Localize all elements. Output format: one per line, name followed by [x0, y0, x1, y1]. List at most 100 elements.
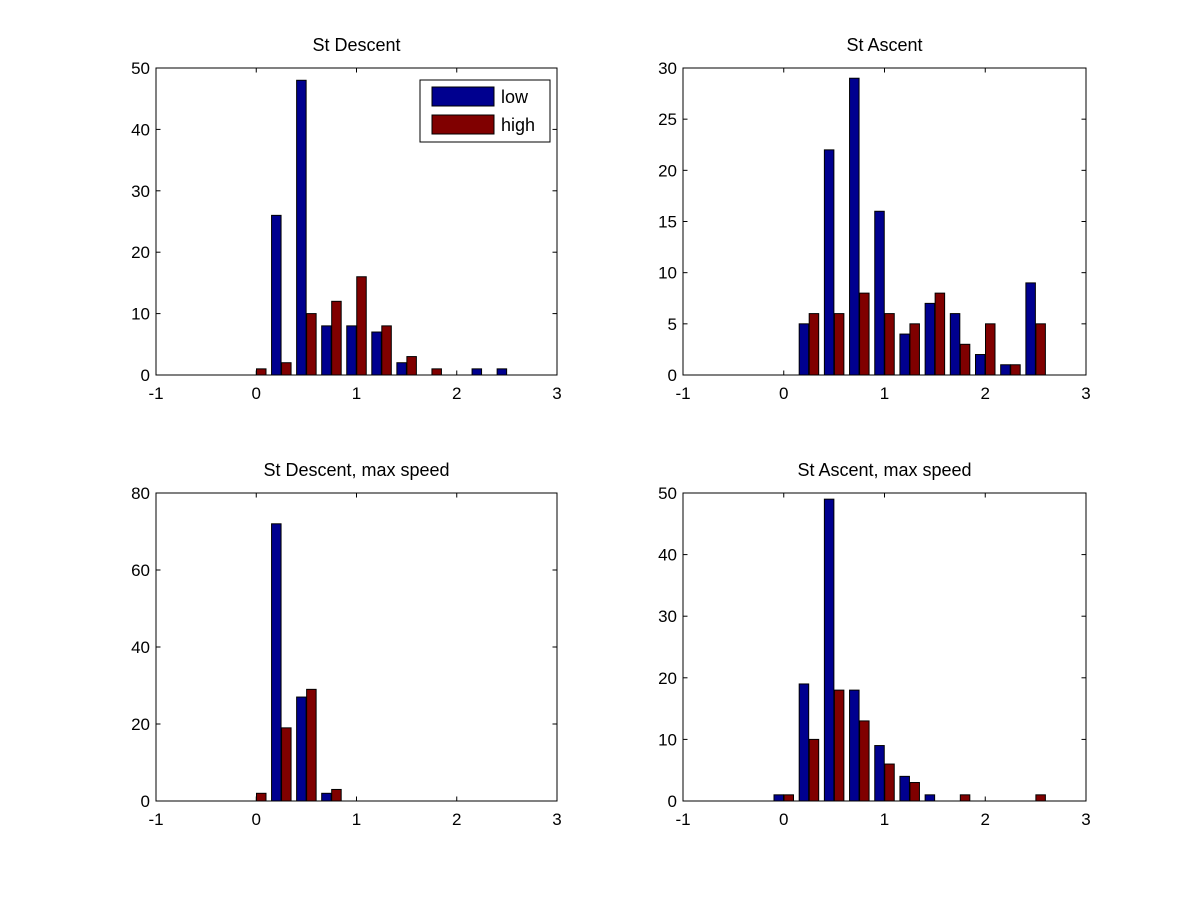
y-tick-label: 20 [131, 243, 150, 262]
bar-low-7 [975, 354, 986, 376]
bar-high-10 [1035, 794, 1046, 802]
bar-low-2 [849, 77, 860, 376]
bar-high-5 [381, 325, 392, 376]
x-tick-label: 3 [1081, 384, 1090, 403]
y-tick-label: 50 [131, 59, 150, 78]
bar-low-0 [798, 323, 810, 376]
y-tick-label: 20 [658, 161, 677, 180]
x-tick-label: 1 [880, 810, 889, 829]
y-tick-label: 60 [131, 561, 150, 580]
chart-title: St Descent, max speed [263, 460, 449, 480]
y-tick-label: 0 [668, 366, 677, 385]
bar-high-8 [1010, 364, 1021, 376]
y-tick-label: 0 [668, 792, 677, 811]
bar-low-4 [346, 325, 357, 376]
y-tick-label: 20 [658, 669, 677, 688]
bar-low-2 [296, 696, 307, 802]
x-tick-label: 3 [552, 810, 561, 829]
bar-low-1 [823, 149, 835, 376]
chart-title: St Descent [312, 35, 400, 55]
x-tick-label: 1 [880, 384, 889, 403]
bar-low-9 [471, 368, 483, 376]
y-tick-label: 20 [131, 715, 150, 734]
bar-high-0 [783, 794, 794, 802]
bar-low-2 [296, 79, 307, 376]
bar-low-1 [271, 214, 282, 376]
legend-swatch-high [431, 114, 495, 135]
bar-high-0 [256, 792, 267, 802]
bar-low-4 [874, 745, 885, 802]
x-tick-label: 2 [452, 384, 461, 403]
bar-low-3 [874, 210, 885, 376]
legend-swatch-low [431, 86, 495, 107]
bar-low-6 [949, 313, 961, 376]
bar-high-1 [833, 313, 845, 376]
y-tick-label: 5 [668, 315, 677, 334]
y-tick-label: 10 [658, 264, 677, 283]
bar-high-2 [306, 688, 317, 802]
bar-high-4 [356, 276, 367, 376]
x-tick-label: 1 [352, 810, 361, 829]
bar-high-4 [884, 763, 895, 802]
x-tick-label: 3 [1081, 810, 1090, 829]
y-tick-label: 25 [658, 110, 677, 129]
bar-high-4 [909, 323, 920, 376]
legend-label-low: low [501, 87, 529, 107]
bar-high-2 [833, 689, 845, 802]
bar-low-5 [371, 331, 382, 376]
bar-low-1 [271, 523, 282, 802]
x-tick-label: 1 [352, 384, 361, 403]
y-tick-label: 40 [658, 546, 677, 565]
y-tick-label: 80 [131, 484, 150, 503]
bar-high-7 [431, 368, 442, 376]
bar-high-2 [859, 292, 870, 376]
bar-low-2 [823, 498, 835, 802]
bar-high-2 [306, 313, 317, 376]
x-tick-label: 2 [452, 810, 461, 829]
x-tick-label: 2 [981, 810, 990, 829]
y-tick-label: 30 [131, 182, 150, 201]
bar-high-3 [331, 300, 342, 376]
bar-low-5 [924, 302, 936, 376]
bar-low-9 [1025, 282, 1036, 376]
bar-low-1 [798, 683, 810, 802]
bar-high-0 [808, 313, 820, 376]
bar-high-3 [859, 720, 870, 802]
x-tick-label: 0 [252, 810, 261, 829]
x-tick-label: -1 [675, 810, 690, 829]
bar-high-3 [331, 788, 342, 802]
y-tick-label: 10 [658, 730, 677, 749]
x-tick-label: 0 [779, 810, 788, 829]
x-tick-label: 0 [252, 384, 261, 403]
legend-label-high: high [501, 115, 535, 135]
bar-low-8 [1000, 364, 1011, 376]
bar-high-6 [959, 343, 971, 376]
bar-high-3 [884, 313, 895, 376]
y-tick-label: 10 [131, 305, 150, 324]
axes-box [155, 492, 558, 802]
y-tick-label: 40 [131, 120, 150, 139]
bar-low-3 [849, 689, 860, 802]
bar-high-1 [281, 727, 292, 802]
y-tick-label: 0 [141, 366, 150, 385]
bar-low-6 [924, 794, 936, 802]
x-tick-label: 2 [981, 384, 990, 403]
x-tick-label: 3 [552, 384, 561, 403]
bar-low-0 [773, 794, 784, 802]
bar-low-10 [496, 368, 508, 376]
y-tick-label: 15 [658, 213, 677, 232]
bar-high-7 [959, 794, 971, 802]
x-tick-label: -1 [148, 384, 163, 403]
bar-high-6 [406, 356, 417, 376]
x-tick-label: -1 [675, 384, 690, 403]
x-tick-label: -1 [148, 810, 163, 829]
legend: low high [419, 79, 551, 143]
bar-high-0 [256, 368, 267, 376]
x-tick-label: 0 [779, 384, 788, 403]
bar-low-4 [899, 333, 910, 376]
